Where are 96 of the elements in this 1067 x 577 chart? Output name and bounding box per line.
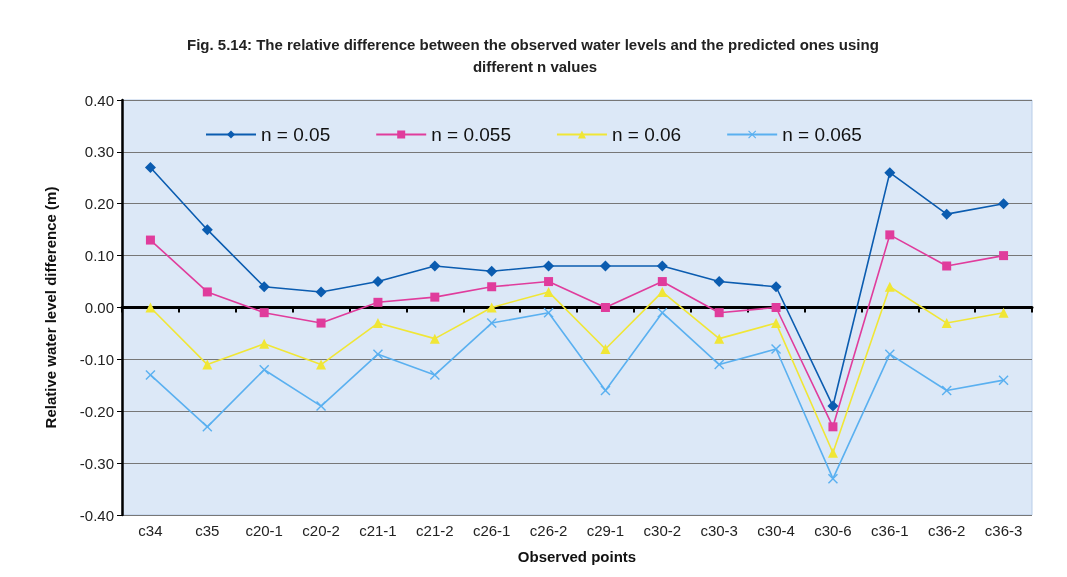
y-tick-label: -0.20 [79,402,114,420]
point [714,333,725,344]
point [429,333,440,344]
x-tick-label: c30-2 [643,522,682,539]
x-tick-label: c30-3 [700,522,738,539]
point [828,422,838,432]
point [714,359,725,370]
point [372,349,383,360]
point [714,308,724,318]
point [600,303,610,312]
point [543,307,554,318]
point [884,349,895,360]
x-tick-label: c30-6 [814,522,852,539]
x-tick-label: c35 [195,522,220,539]
point [315,286,327,298]
x-tick-label: c29-1 [586,522,625,539]
x-axis-title: Observed points [517,548,637,565]
x-tick-label: c34 [138,522,163,539]
y-tick-label: 0.10 [84,247,114,265]
x-tick-label: c36-1 [871,522,909,539]
point [657,277,667,287]
point [657,286,668,297]
point [145,302,156,313]
point [316,401,327,412]
point [145,235,155,245]
y-tick-label: 0.40 [84,91,114,109]
point [885,230,895,240]
point [487,282,497,292]
y-tick-label: -0.30 [79,454,114,472]
legend-label: n = 0.06 [611,124,682,145]
y-tick-label: 0.30 [84,143,114,161]
point [884,167,896,179]
point [372,318,383,329]
point [373,297,383,307]
point [771,344,782,354]
point [486,318,497,329]
point [201,224,213,236]
point [941,385,952,396]
chart-title: Fig. 5.14: The relative difference between the observed water levels and the predicted ones using different n values [186,35,884,75]
point [144,161,156,173]
y-tick-label: 0.00 [84,299,114,316]
point [259,364,270,375]
x-tick-label: c21-1 [359,522,397,539]
y-axis-title: Relative water level difference (m) [42,186,59,429]
point [372,276,384,288]
point [430,292,440,302]
y-tick-label: -0.40 [79,506,114,524]
point [656,260,668,272]
x-tick-label: c36-2 [927,522,966,539]
point [771,303,781,312]
point [202,287,212,297]
x-tick-label: c21-2 [416,522,454,539]
x-tick-label: c36-3 [984,522,1023,539]
x-tick-label: c30-4 [757,522,795,539]
point [316,318,326,328]
point [998,307,1009,318]
x-tick-label: c20-2 [302,522,340,539]
point [429,369,440,380]
point [259,338,270,349]
point [827,473,838,484]
point [713,276,725,288]
point [258,281,270,293]
point [544,277,554,287]
point [998,198,1010,210]
point [827,447,838,458]
point [998,375,1009,386]
point [429,260,441,272]
point [599,260,611,272]
y-tick-label: 0.20 [84,195,114,213]
point [884,281,895,292]
point [316,359,327,370]
point [600,344,611,354]
point [202,421,213,432]
y-tick-label: -0.10 [79,350,114,368]
x-tick-label: c20-1 [245,522,283,539]
point [543,286,554,297]
point [942,261,952,271]
x-tick-label: c26-1 [472,522,511,539]
point [770,281,782,293]
point [827,400,839,412]
point [941,318,952,329]
point [259,308,269,318]
legend-label: n = 0.05 [261,124,331,145]
point [941,208,953,220]
point [771,318,782,329]
x-tick-label: c26-2 [529,522,568,539]
point [486,265,498,277]
point [145,369,156,380]
point [657,307,668,318]
legend-label: n = 0.065 [782,124,862,145]
point [202,359,213,370]
point [600,385,611,396]
point [999,251,1009,261]
point [486,302,497,313]
point [543,260,555,272]
legend-label: n = 0.055 [431,124,511,145]
